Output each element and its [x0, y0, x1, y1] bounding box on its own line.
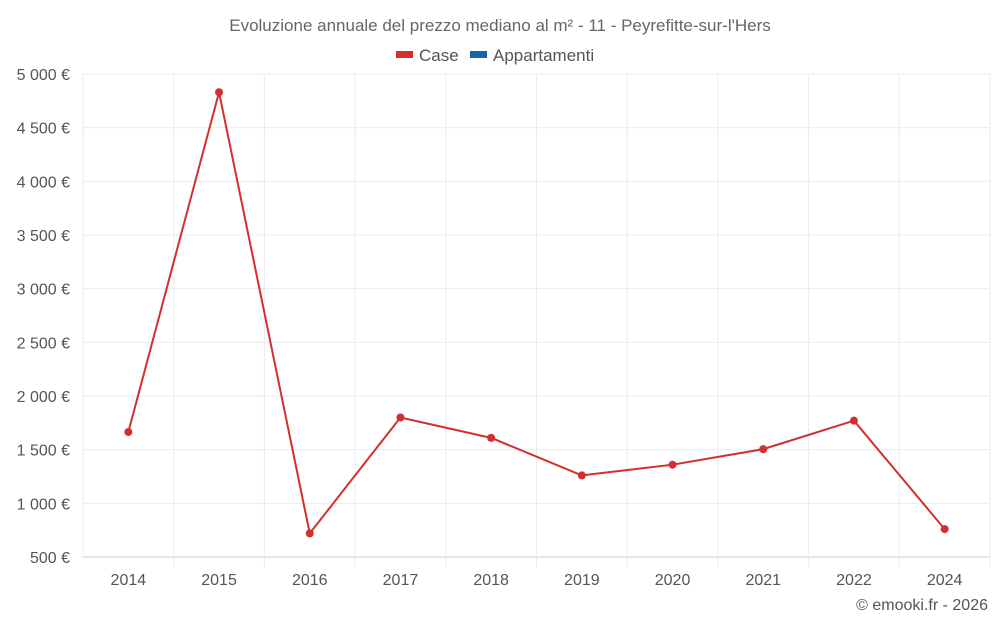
data-point[interactable]: [215, 88, 224, 97]
data-point[interactable]: [305, 529, 314, 538]
legend-swatch-case: [396, 51, 413, 58]
y-tick-label: 5 000 €: [17, 67, 70, 84]
data-point[interactable]: [668, 460, 677, 469]
x-tick-label: 2019: [564, 572, 600, 589]
credit-text: © emooki.fr - 2026: [856, 597, 988, 614]
data-point[interactable]: [487, 433, 496, 442]
x-tick-label: 2021: [745, 572, 781, 589]
data-point[interactable]: [577, 471, 586, 480]
legend-item-appartamenti[interactable]: Appartamenti: [470, 46, 594, 65]
x-tick-label: 2020: [655, 572, 691, 589]
legend-label-case: Case: [419, 46, 459, 65]
y-tick-label: 1 000 €: [17, 496, 70, 513]
y-tick-label: 500 €: [30, 550, 70, 567]
x-axis: 2014 2015 2016 2017 2018 2019 2020 2021 2022 2024: [111, 572, 963, 589]
y-tick-label: 4 000 €: [17, 174, 70, 191]
y-tick-label: 2 000 €: [17, 389, 70, 406]
x-tick-label: 2022: [836, 572, 872, 589]
x-tick-label: 2016: [292, 572, 328, 589]
data-point[interactable]: [940, 525, 949, 534]
data-point[interactable]: [849, 416, 858, 425]
y-tick-label: 3 500 €: [17, 228, 70, 245]
x-tick-label: 2017: [383, 572, 419, 589]
y-tick-label: 4 500 €: [17, 121, 70, 138]
data-point[interactable]: [759, 445, 768, 454]
series-line: [127, 91, 946, 535]
data-point[interactable]: [124, 427, 133, 436]
grid-lines: [82, 73, 991, 567]
x-tick-label: 2015: [201, 572, 237, 589]
y-tick-label: 1 500 €: [17, 443, 70, 460]
legend-label-appartamenti: Appartamenti: [493, 46, 594, 65]
series-case: [124, 88, 949, 538]
legend-item-case[interactable]: Case: [396, 46, 459, 65]
y-tick-label: 3 000 €: [17, 282, 70, 299]
data-point[interactable]: [396, 413, 405, 422]
x-tick-label: 2018: [473, 572, 509, 589]
chart-title: Evoluzione annuale del prezzo mediano al…: [229, 16, 771, 35]
legend-swatch-appartamenti: [470, 51, 487, 58]
chart-legend: Case Appartamenti: [396, 46, 594, 65]
x-tick-label: 2014: [111, 572, 147, 589]
x-tick-label: 2024: [927, 572, 963, 589]
y-tick-label: 2 500 €: [17, 335, 70, 352]
y-axis: 500 € 1 000 € 1 500 € 2 000 € 2 500 € 3 000 €…: [17, 67, 70, 567]
